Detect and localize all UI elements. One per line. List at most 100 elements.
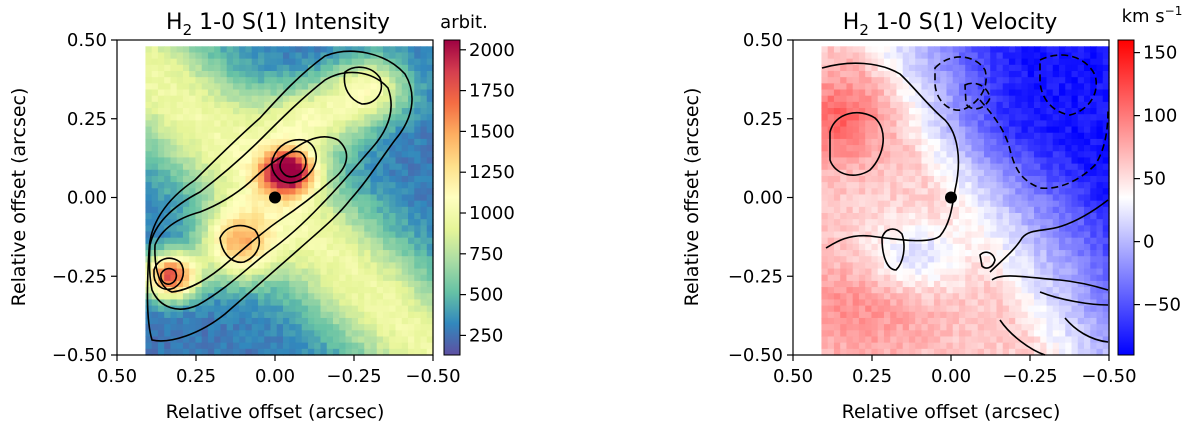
intensity-map-cell xyxy=(257,274,265,282)
velocity-map-cell xyxy=(1090,52,1098,60)
intensity-map-cell xyxy=(157,120,165,128)
intensity-map-cell xyxy=(264,268,272,276)
intensity-map-cell xyxy=(395,225,403,233)
velocity-map-cell xyxy=(977,89,985,97)
intensity-map-cell xyxy=(189,194,197,202)
velocity-map-cell xyxy=(1002,342,1010,350)
velocity-map-cell xyxy=(1027,83,1035,91)
intensity-map-cell xyxy=(320,70,328,78)
velocity-map-cell xyxy=(1040,64,1048,72)
intensity-map-cell xyxy=(232,311,240,319)
intensity-map-cell xyxy=(295,274,303,282)
intensity-map-cell xyxy=(257,182,265,189)
velocity-map-cell xyxy=(940,348,948,356)
intensity-map-cell xyxy=(420,311,428,319)
velocity-map-cell xyxy=(933,169,941,177)
intensity-map-cell xyxy=(364,317,372,325)
velocity-map-cell xyxy=(983,200,991,208)
intensity-map-cell xyxy=(414,70,422,78)
intensity-map-cell xyxy=(370,250,378,257)
intensity-map-cell xyxy=(145,342,153,350)
intensity-map-cell xyxy=(389,299,397,307)
intensity-map-cell xyxy=(195,52,203,60)
velocity-map-cell xyxy=(858,52,866,60)
velocity-map-cell xyxy=(908,212,916,220)
intensity-map-cell xyxy=(357,336,365,344)
intensity-map-cell xyxy=(407,219,415,226)
velocity-x-tick-label: 0.00 xyxy=(931,366,971,387)
velocity-map-cell xyxy=(1015,83,1023,91)
velocity-map-cell xyxy=(958,46,966,54)
velocity-map-cell xyxy=(1096,256,1104,263)
velocity-map-cell xyxy=(1065,188,1073,196)
velocity-map-cell xyxy=(846,64,854,72)
velocity-map-cell xyxy=(833,126,841,134)
intensity-map-cell xyxy=(289,348,297,356)
velocity-map-cell xyxy=(921,145,929,152)
intensity-map-cell xyxy=(245,83,253,91)
velocity-map-cell xyxy=(1040,231,1048,239)
velocity-map-cell xyxy=(1058,280,1066,288)
intensity-map-cell xyxy=(289,77,297,84)
velocity-map-cell xyxy=(977,151,985,159)
intensity-map-cell xyxy=(257,83,265,91)
velocity-map-cell xyxy=(952,256,960,263)
intensity-map-cell xyxy=(182,188,190,196)
intensity-map-cell xyxy=(157,101,165,109)
velocity-map-cell xyxy=(865,268,873,276)
intensity-map-cell xyxy=(407,348,415,356)
velocity-map-cell xyxy=(996,299,1004,307)
intensity-map-cell xyxy=(245,348,253,356)
intensity-map-cell xyxy=(226,219,234,226)
velocity-map-cell xyxy=(858,317,866,325)
velocity-map-cell xyxy=(1102,120,1110,128)
intensity-map-cell xyxy=(226,317,234,325)
velocity-map-cell xyxy=(1027,77,1035,84)
intensity-map-cell xyxy=(195,163,203,171)
intensity-map-cell xyxy=(389,342,397,350)
velocity-map-cell xyxy=(983,212,991,220)
intensity-map-cell xyxy=(395,95,403,103)
intensity-map-cell xyxy=(339,219,347,226)
intensity-map-cell xyxy=(314,120,322,128)
velocity-map-cell xyxy=(1033,95,1041,103)
intensity-map-cell xyxy=(170,89,178,97)
velocity-map-cell xyxy=(890,95,898,103)
velocity-map-cell xyxy=(871,280,879,288)
velocity-map-cell xyxy=(1058,101,1066,109)
velocity-map-cell xyxy=(840,336,848,344)
intensity-map-cell xyxy=(364,169,372,177)
intensity-map-cell xyxy=(326,342,334,350)
intensity-map-cell xyxy=(426,182,434,189)
intensity-map-cell xyxy=(295,206,303,214)
intensity-map-cell xyxy=(314,330,322,338)
intensity-map-cell xyxy=(289,126,297,134)
velocity-map-cell xyxy=(1027,120,1035,128)
velocity-map-cell xyxy=(1090,237,1098,245)
velocity-map-cell xyxy=(1027,293,1035,301)
intensity-map-cell xyxy=(282,268,290,276)
intensity-map-cell xyxy=(420,206,428,214)
velocity-map-cell xyxy=(858,138,866,146)
velocity-map-cell xyxy=(1071,188,1079,196)
intensity-map-cell xyxy=(220,206,228,214)
intensity-map-cell xyxy=(245,324,253,331)
velocity-map-cell xyxy=(946,237,954,245)
intensity-map-cell xyxy=(264,200,272,208)
intensity-map-cell xyxy=(264,293,272,301)
intensity-map-cell xyxy=(214,324,222,331)
velocity-map-cell xyxy=(908,243,916,251)
velocity-map-cell xyxy=(827,58,835,66)
intensity-map-cell xyxy=(276,114,284,121)
intensity-map-cell xyxy=(414,145,422,152)
intensity-map-cell xyxy=(151,132,159,140)
velocity-map-cell xyxy=(990,317,998,325)
intensity-map-cell xyxy=(264,83,272,91)
velocity-map-cell xyxy=(833,182,841,189)
velocity-map-cell xyxy=(883,132,891,140)
velocity-map-cell xyxy=(1015,157,1023,165)
velocity-map-cell xyxy=(1083,324,1091,331)
intensity-map-cell xyxy=(201,169,209,177)
intensity-map-cell xyxy=(332,305,340,313)
intensity-map-cell xyxy=(332,101,340,109)
